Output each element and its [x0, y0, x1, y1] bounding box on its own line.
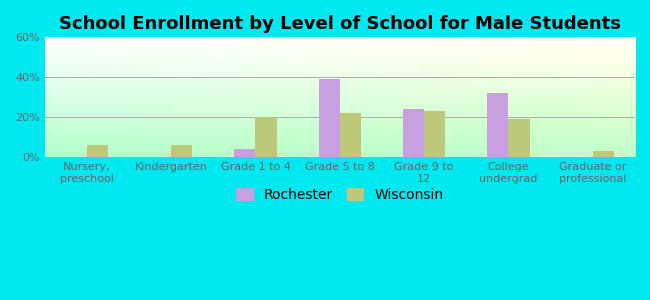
Bar	[255, 117, 276, 157]
Bar	[171, 145, 192, 157]
Bar	[593, 151, 614, 157]
Title: School Enrollment by Level of School for Male Students: School Enrollment by Level of School for…	[59, 15, 621, 33]
Bar	[340, 113, 361, 157]
Legend: Rochester, Wisconsin: Rochester, Wisconsin	[230, 182, 449, 208]
Bar	[424, 111, 445, 157]
Bar	[488, 93, 508, 157]
Bar	[235, 149, 255, 157]
Bar	[87, 145, 108, 157]
Bar	[403, 109, 424, 157]
Bar	[508, 119, 530, 157]
Bar	[318, 79, 340, 157]
